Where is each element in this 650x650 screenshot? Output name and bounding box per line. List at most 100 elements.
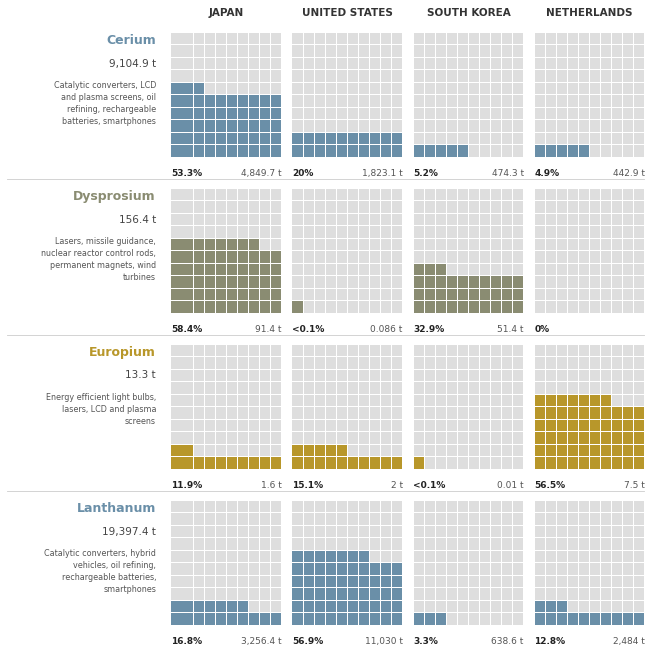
Bar bbox=[634, 538, 644, 550]
Bar bbox=[491, 239, 501, 250]
Bar bbox=[469, 432, 479, 444]
Bar bbox=[612, 264, 622, 276]
Bar bbox=[392, 202, 402, 213]
Bar bbox=[424, 33, 435, 44]
Bar bbox=[590, 458, 600, 469]
Bar bbox=[183, 226, 192, 238]
Bar bbox=[579, 551, 589, 562]
Bar bbox=[238, 252, 248, 263]
Text: 12.8%: 12.8% bbox=[534, 637, 566, 646]
Bar bbox=[568, 576, 578, 588]
Bar bbox=[491, 445, 501, 456]
Bar bbox=[381, 458, 391, 469]
Bar bbox=[392, 58, 402, 70]
Bar bbox=[623, 370, 633, 382]
Bar bbox=[469, 46, 479, 57]
Bar bbox=[556, 564, 567, 575]
Bar bbox=[579, 302, 589, 313]
Bar bbox=[480, 302, 490, 313]
Bar bbox=[304, 58, 314, 70]
Bar bbox=[413, 239, 424, 250]
Bar bbox=[469, 408, 479, 419]
Bar bbox=[205, 576, 214, 588]
Bar bbox=[545, 514, 556, 525]
Bar bbox=[545, 551, 556, 562]
Text: 15.1%: 15.1% bbox=[292, 481, 323, 490]
Bar bbox=[436, 576, 446, 588]
Bar bbox=[590, 58, 600, 70]
Bar bbox=[359, 432, 369, 444]
Bar bbox=[458, 289, 468, 300]
Bar bbox=[612, 445, 622, 456]
Bar bbox=[238, 588, 248, 600]
Bar bbox=[326, 382, 336, 394]
Bar bbox=[579, 202, 589, 213]
Bar bbox=[413, 146, 424, 157]
Bar bbox=[612, 408, 622, 419]
Bar bbox=[634, 526, 644, 538]
Bar bbox=[326, 538, 336, 550]
Text: 56.9%: 56.9% bbox=[292, 637, 323, 646]
Bar bbox=[513, 614, 523, 625]
Bar bbox=[348, 214, 358, 226]
Bar bbox=[634, 214, 644, 226]
Bar bbox=[238, 526, 248, 538]
Bar bbox=[172, 239, 181, 250]
Bar bbox=[623, 382, 633, 394]
Bar bbox=[413, 96, 424, 107]
Bar bbox=[480, 458, 490, 469]
Bar bbox=[348, 601, 358, 612]
Bar bbox=[579, 226, 589, 238]
Bar bbox=[601, 358, 611, 369]
Bar bbox=[568, 501, 578, 512]
Bar bbox=[359, 370, 369, 382]
Bar bbox=[249, 551, 259, 562]
Bar bbox=[579, 382, 589, 394]
Bar bbox=[370, 108, 380, 120]
Bar bbox=[590, 189, 600, 200]
Bar bbox=[480, 358, 490, 369]
Bar bbox=[590, 264, 600, 276]
Bar bbox=[513, 96, 523, 107]
Bar bbox=[205, 189, 214, 200]
Bar bbox=[568, 302, 578, 313]
Bar bbox=[326, 408, 336, 419]
Bar bbox=[447, 538, 457, 550]
Bar bbox=[315, 70, 325, 82]
Bar bbox=[447, 514, 457, 525]
Bar bbox=[513, 551, 523, 562]
Bar bbox=[568, 395, 578, 406]
Bar bbox=[292, 33, 303, 44]
Bar bbox=[271, 289, 281, 300]
Bar bbox=[413, 226, 424, 238]
Bar bbox=[359, 514, 369, 525]
Bar bbox=[601, 83, 611, 94]
Bar bbox=[216, 189, 226, 200]
Bar bbox=[249, 564, 259, 575]
Bar bbox=[392, 501, 402, 512]
Bar bbox=[227, 239, 237, 250]
Bar bbox=[458, 538, 468, 550]
Bar bbox=[623, 189, 633, 200]
Bar bbox=[413, 501, 424, 512]
Bar bbox=[568, 588, 578, 600]
Bar bbox=[447, 526, 457, 538]
Bar bbox=[601, 514, 611, 525]
Bar bbox=[172, 33, 181, 44]
Bar bbox=[326, 345, 336, 356]
Bar bbox=[491, 458, 501, 469]
Bar bbox=[238, 538, 248, 550]
Bar bbox=[315, 96, 325, 107]
Bar bbox=[315, 252, 325, 263]
Bar bbox=[337, 120, 347, 132]
Bar bbox=[447, 458, 457, 469]
Bar bbox=[227, 345, 237, 356]
Bar bbox=[590, 564, 600, 575]
Bar bbox=[392, 526, 402, 538]
Bar bbox=[491, 108, 501, 120]
Bar bbox=[381, 239, 391, 250]
Bar bbox=[579, 276, 589, 288]
Bar bbox=[370, 588, 380, 600]
Bar bbox=[359, 302, 369, 313]
Bar bbox=[491, 96, 501, 107]
